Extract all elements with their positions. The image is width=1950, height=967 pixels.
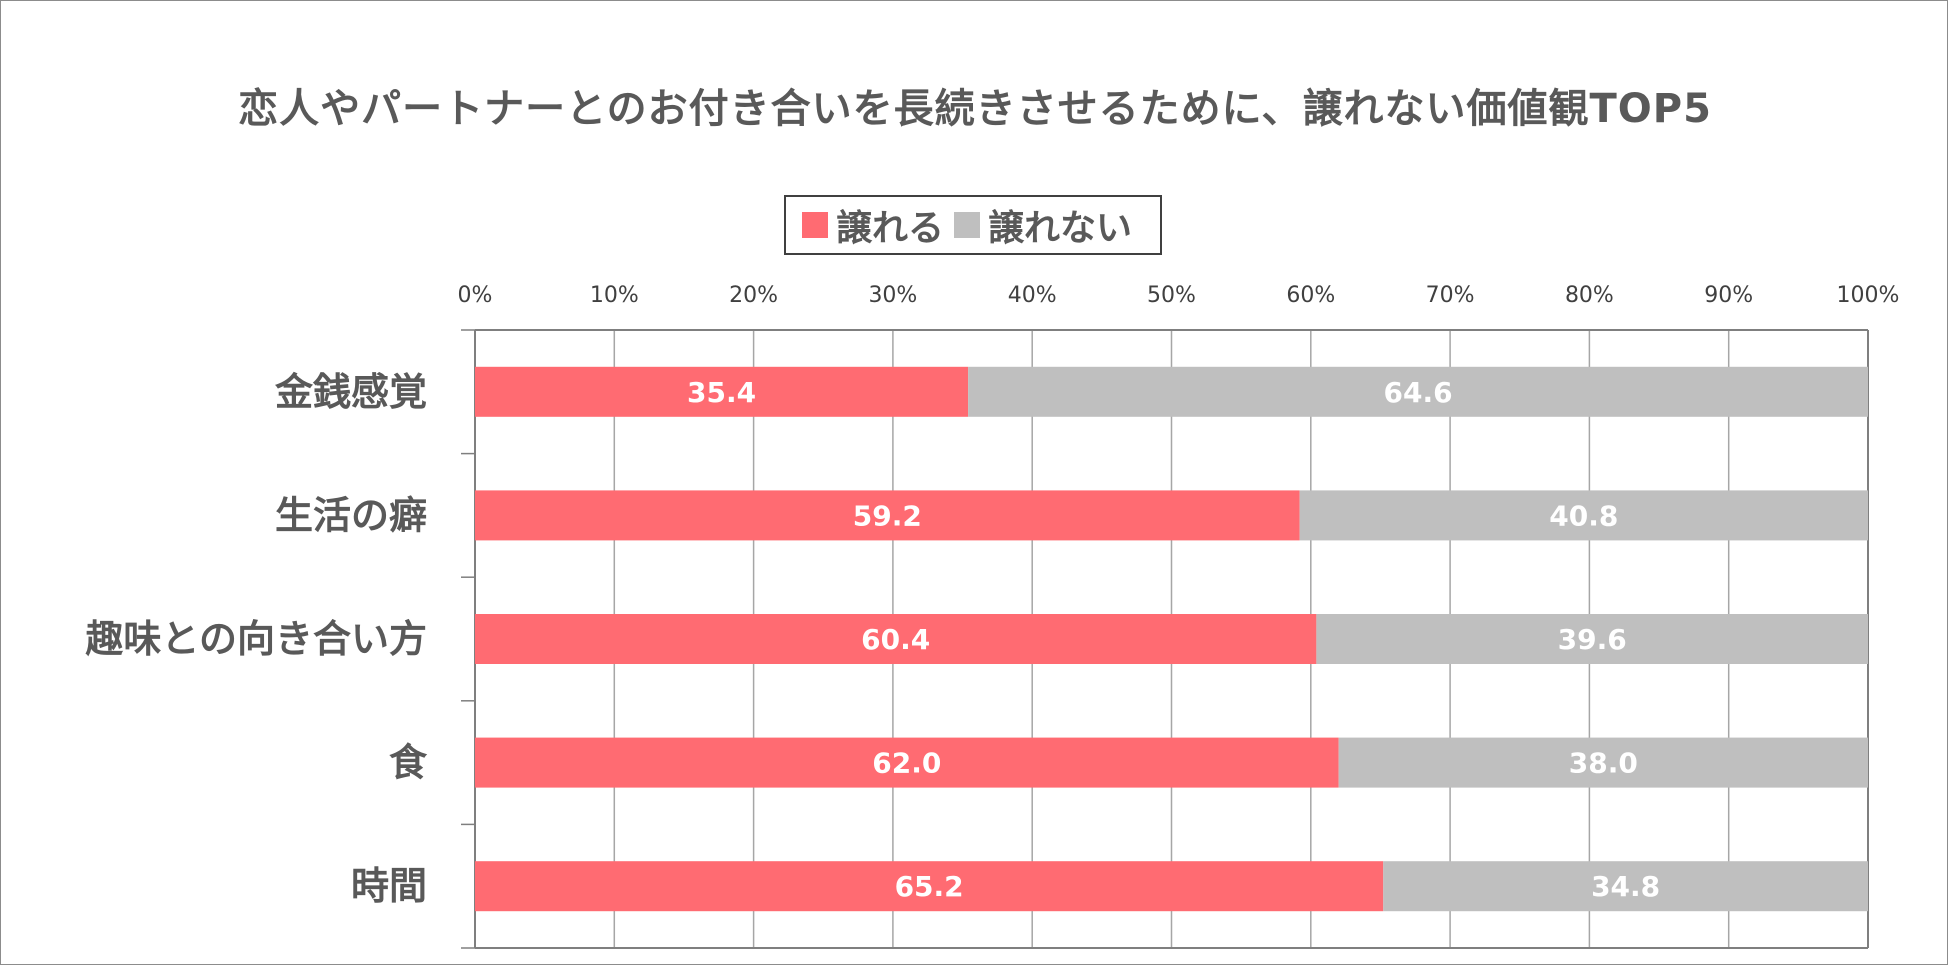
data-label: 39.6 — [1558, 623, 1627, 656]
bar-series-1 — [475, 490, 1300, 541]
data-label: 59.2 — [853, 499, 922, 532]
data-label: 34.8 — [1591, 870, 1660, 903]
data-label: 60.4 — [861, 623, 930, 656]
x-tick-label: 30% — [868, 283, 917, 308]
x-tick-label: 80% — [1565, 283, 1614, 308]
x-tick-label: 60% — [1286, 283, 1335, 308]
data-label: 62.0 — [872, 747, 941, 780]
bar-series-1 — [475, 614, 1317, 664]
category-label: 生活の癖 — [275, 493, 427, 537]
legend-swatch-series-2 — [954, 212, 981, 238]
x-tick-label: 10% — [590, 283, 639, 308]
data-label: 35.4 — [687, 376, 756, 409]
category-label: 金銭感覚 — [274, 370, 427, 414]
legend-swatch-series-1 — [802, 212, 828, 238]
x-tick-label: 70% — [1426, 283, 1475, 308]
legend-item-series-1: 譲れる — [802, 199, 944, 251]
bar-series-2 — [1383, 861, 1868, 912]
x-tick-label: 20% — [729, 283, 778, 308]
bar-series-1 — [475, 861, 1384, 912]
category-label: 時間 — [351, 864, 427, 908]
category-label: 食 — [389, 741, 428, 785]
legend-label-series-2: 譲れない — [988, 208, 1133, 249]
data-label: 64.6 — [1384, 376, 1453, 409]
bar-series-2 — [1338, 737, 1868, 788]
x-tick-label: 90% — [1704, 283, 1753, 308]
data-label: 40.8 — [1549, 499, 1618, 532]
x-tick-label: 100% — [1837, 283, 1900, 308]
bar-series-1 — [475, 366, 969, 417]
bar-series-2 — [968, 366, 1868, 417]
data-label: 38.0 — [1569, 747, 1638, 780]
bar-series-2 — [1299, 490, 1868, 541]
bar-series-1 — [475, 737, 1339, 788]
data-label: 65.2 — [895, 870, 964, 903]
x-tick-label: 40% — [1008, 283, 1057, 308]
bar-series-2 — [1316, 614, 1868, 664]
legend: 譲れる 譲れない — [784, 195, 1162, 255]
category-label: 趣味との向き合い方 — [85, 617, 427, 661]
legend-label-series-1: 譲れる — [836, 208, 945, 249]
legend-item-series-2: 譲れない — [954, 199, 1132, 251]
x-tick-label: 0% — [458, 283, 493, 308]
chart-title: 恋人やパートナーとのお付き合いを長続きさせるために、譲れない価値観TOP5 — [238, 86, 1712, 132]
x-tick-label: 50% — [1147, 283, 1196, 308]
